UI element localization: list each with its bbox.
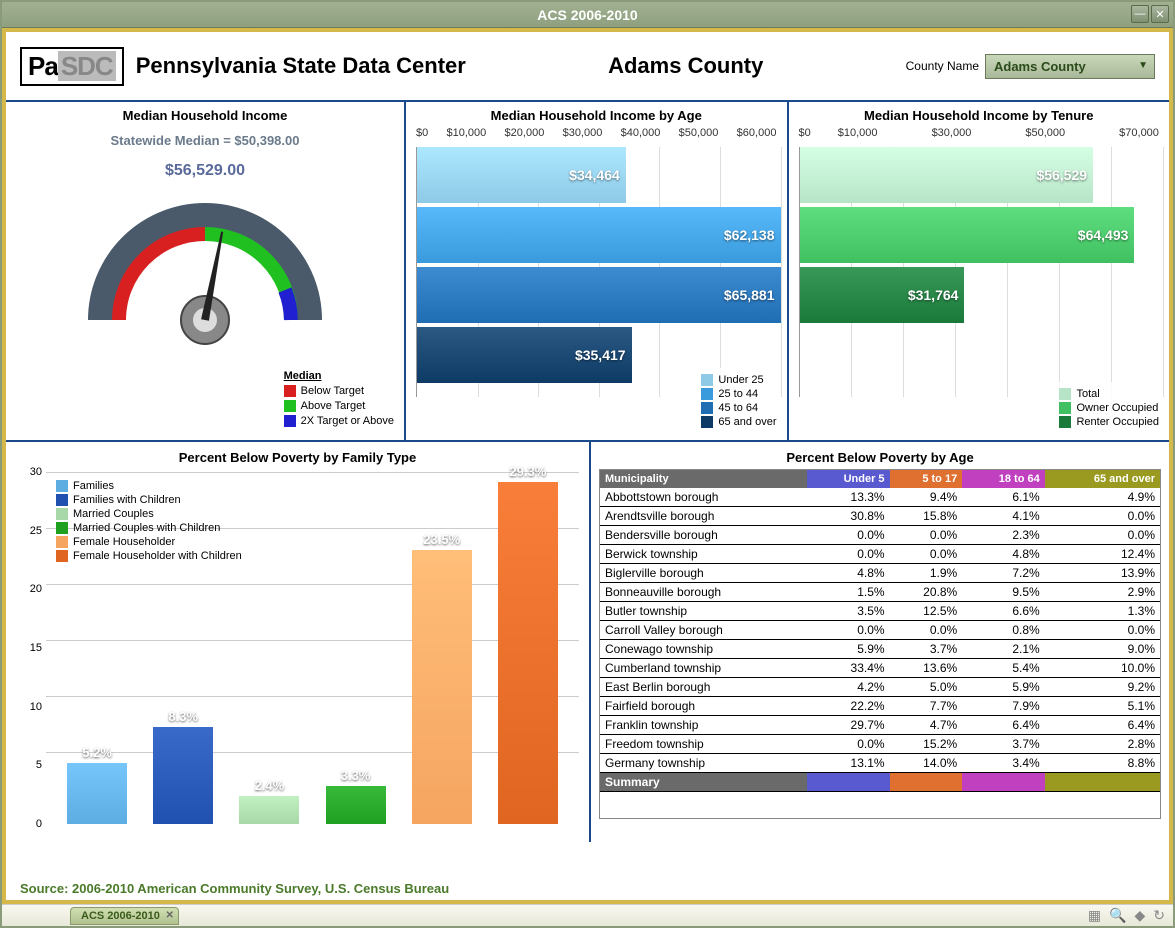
income-tenure-panel: Median Household Income by Tenure $0$10,…	[789, 102, 1170, 440]
status-tab[interactable]: ACS 2006-2010✕	[70, 907, 179, 925]
poverty-age-table-wrap[interactable]: MunicipalityUnder 55 to 1718 to 6465 and…	[599, 469, 1161, 819]
gauge-subtitle: Statewide Median = $50,398.00	[12, 133, 398, 148]
search-icon[interactable]: 🔍	[1109, 907, 1126, 924]
poverty-family-legend: FamiliesFamilies with ChildrenMarried Co…	[56, 478, 242, 564]
income-age-axis: $0$10,000$20,000$30,000$40,000$50,000$60…	[412, 127, 781, 143]
poverty-age-panel: Percent Below Poverty by Age Municipalit…	[591, 442, 1169, 842]
gauge-value: $56,529.00	[12, 162, 398, 180]
table-row[interactable]: Arendtsville borough30.8%15.8%4.1%0.0%	[600, 507, 1160, 526]
app-window: ACS 2006-2010 — ✕ PaSDC Pennsylvania Sta…	[0, 0, 1175, 928]
grid-icon[interactable]: ▦	[1088, 907, 1101, 924]
table-row[interactable]: Butler township3.5%12.5%6.6%1.3%	[600, 602, 1160, 621]
county-label: County Name	[906, 59, 979, 73]
county-heading: Adams County	[466, 53, 906, 79]
logo: PaSDC	[20, 47, 124, 86]
table-row[interactable]: Germany township13.1%14.0%3.4%8.8%	[600, 754, 1160, 773]
income-tenure-bars: $56,529$64,493$31,764	[799, 147, 1164, 397]
table-row[interactable]: Fairfield borough22.2%7.7%7.9%5.1%	[600, 697, 1160, 716]
org-title: Pennsylvania State Data Center	[136, 53, 466, 79]
table-row[interactable]: Biglerville borough4.8%1.9%7.2%13.9%	[600, 564, 1160, 583]
income-age-bars: $34,464$62,138$65,881$35,417	[416, 147, 781, 397]
income-age-panel: Median Household Income by Age $0$10,000…	[406, 102, 789, 440]
income-tenure-axis: $0$10,000$30,000$50,000$70,000	[795, 127, 1164, 143]
income-tenure-legend: TotalOwner OccupiedRenter Occupied	[1055, 382, 1163, 434]
source-line: Source: 2006-2010 American Community Sur…	[20, 881, 449, 896]
table-row[interactable]: Franklin township29.7%4.7%6.4%6.4%	[600, 716, 1160, 735]
window-title: ACS 2006-2010	[537, 7, 637, 23]
table-row[interactable]: Bonneauville borough1.5%20.8%9.5%2.9%	[600, 583, 1160, 602]
table-row[interactable]: Conewago township5.9%3.7%2.1%9.0%	[600, 640, 1160, 659]
gauge-panel: Median Household Income Statewide Median…	[6, 102, 406, 440]
poverty-age-title: Percent Below Poverty by Age	[599, 450, 1161, 465]
statusbar: ACS 2006-2010✕ ▦ 🔍 ◆ ↻	[2, 904, 1173, 926]
table-row[interactable]: Berwick township0.0%0.0%4.8%12.4%	[600, 545, 1160, 564]
refresh-icon[interactable]: ↻	[1153, 907, 1165, 924]
table-row[interactable]: East Berlin borough4.2%5.0%5.9%9.2%	[600, 678, 1160, 697]
window-controls: — ✕	[1131, 5, 1169, 23]
poverty-family-panel: Percent Below Poverty by Family Type 051…	[6, 442, 591, 842]
titlebar: ACS 2006-2010 — ✕	[2, 2, 1173, 28]
close-button[interactable]: ✕	[1151, 5, 1169, 23]
poverty-family-yaxis: 051015202530	[14, 472, 42, 824]
bottom-charts-row: Percent Below Poverty by Family Type 051…	[6, 442, 1169, 842]
table-row[interactable]: Freedom township0.0%15.2%3.7%2.8%	[600, 735, 1160, 754]
poverty-family-title: Percent Below Poverty by Family Type	[14, 450, 581, 465]
table-row[interactable]: Abbottstown borough13.3%9.4%6.1%4.9%	[600, 488, 1160, 507]
status-icons: ▦ 🔍 ◆ ↻	[1088, 907, 1165, 924]
minimize-button[interactable]: —	[1131, 5, 1149, 23]
table-row[interactable]: Cumberland township33.4%13.6%5.4%10.0%	[600, 659, 1160, 678]
income-age-title: Median Household Income by Age	[412, 108, 781, 123]
income-tenure-title: Median Household Income by Tenure	[795, 108, 1164, 123]
header-row: PaSDC Pennsylvania State Data Center Ada…	[6, 32, 1169, 102]
gauge-legend: Median Below TargetAbove Target2X Target…	[284, 370, 394, 430]
chart-icon[interactable]: ◆	[1134, 907, 1145, 924]
poverty-age-table: MunicipalityUnder 55 to 1718 to 6465 and…	[600, 470, 1160, 792]
county-selector: County Name Adams County	[906, 54, 1155, 79]
table-row[interactable]: Bendersville borough0.0%0.0%2.3%0.0%	[600, 526, 1160, 545]
top-charts-row: Median Household Income Statewide Median…	[6, 102, 1169, 442]
close-icon[interactable]: ✕	[166, 910, 174, 921]
table-row[interactable]: Carroll Valley borough0.0%0.0%0.8%0.0%	[600, 621, 1160, 640]
gauge-title: Median Household Income	[12, 108, 398, 123]
county-dropdown[interactable]: Adams County	[985, 54, 1155, 79]
gauge-chart	[75, 170, 335, 350]
dashboard-content: PaSDC Pennsylvania State Data Center Ada…	[2, 28, 1173, 904]
income-age-legend: Under 2525 to 4445 to 6465 and over	[697, 368, 780, 434]
